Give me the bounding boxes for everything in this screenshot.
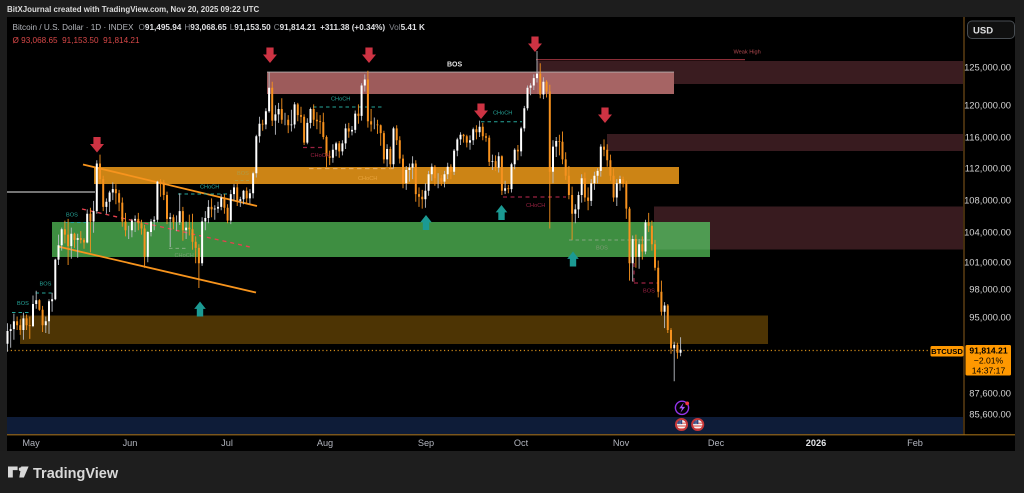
svg-text:120,000.00: 120,000.00	[964, 100, 1011, 111]
svg-text:−2.01%: −2.01%	[974, 356, 1004, 366]
svg-text:Weak High: Weak High	[734, 50, 761, 56]
svg-text:TradingView: TradingView	[33, 466, 119, 482]
svg-text:104,000.00: 104,000.00	[964, 227, 1011, 238]
svg-text:98,000.00: 98,000.00	[969, 284, 1011, 295]
svg-text:95,000.00: 95,000.00	[969, 312, 1011, 323]
svg-text:2026: 2026	[806, 438, 826, 448]
svg-text:112,000.00: 112,000.00	[965, 163, 1011, 174]
svg-text:101,000.00: 101,000.00	[964, 257, 1011, 268]
svg-text:14:37:17: 14:37:17	[972, 366, 1006, 376]
svg-text:85,600.00: 85,600.00	[969, 409, 1011, 420]
svg-text:CHoCH: CHoCH	[311, 153, 330, 159]
svg-text:USD: USD	[973, 26, 993, 37]
svg-text:91,814.21: 91,814.21	[969, 346, 1007, 356]
svg-text:Ø 93,068.65 91,153.50 91,814: Ø 93,068.65 91,153.50 91,814.21	[13, 36, 140, 45]
svg-text:CHoCH: CHoCH	[331, 97, 350, 103]
svg-text:125,000.00: 125,000.00	[964, 62, 1011, 73]
svg-text:Jun: Jun	[123, 438, 138, 448]
svg-text:Dec: Dec	[708, 438, 725, 448]
svg-text:CHoCH: CHoCH	[200, 185, 219, 191]
svg-text:CHoCH: CHoCH	[175, 253, 194, 259]
svg-text:May: May	[22, 438, 40, 448]
svg-text:BOS: BOS	[596, 246, 608, 252]
svg-text:Bitcoin / U.S. Dollar · 1D · I: Bitcoin / U.S. Dollar · 1D · INDEX O91,49…	[13, 23, 426, 32]
svg-text:Jul: Jul	[221, 438, 233, 448]
svg-text:BitXJournal created with Tradi: BitXJournal created with TradingView.com…	[7, 5, 259, 14]
svg-text:Nov: Nov	[613, 438, 630, 448]
svg-text:CHoCH: CHoCH	[358, 176, 377, 182]
svg-text:BTCUSD: BTCUSD	[931, 347, 963, 356]
svg-text:CHoCH: CHoCH	[493, 111, 512, 117]
svg-text:108,000.00: 108,000.00	[964, 195, 1011, 206]
svg-text:BOS: BOS	[66, 213, 78, 219]
svg-text:BOS: BOS	[447, 62, 463, 69]
svg-text:Feb: Feb	[907, 438, 923, 448]
svg-text:BOS: BOS	[40, 282, 52, 288]
svg-text:Sep: Sep	[418, 438, 434, 448]
svg-text:BOS: BOS	[643, 289, 655, 295]
svg-text:BOS: BOS	[17, 301, 29, 307]
svg-text:116,000.00: 116,000.00	[965, 132, 1011, 143]
svg-text:BOS: BOS	[237, 171, 249, 177]
svg-text:87,600.00: 87,600.00	[969, 388, 1011, 399]
svg-text:Oct: Oct	[514, 438, 529, 448]
svg-text:Aug: Aug	[317, 438, 333, 448]
svg-text:CHoCH: CHoCH	[526, 203, 545, 209]
